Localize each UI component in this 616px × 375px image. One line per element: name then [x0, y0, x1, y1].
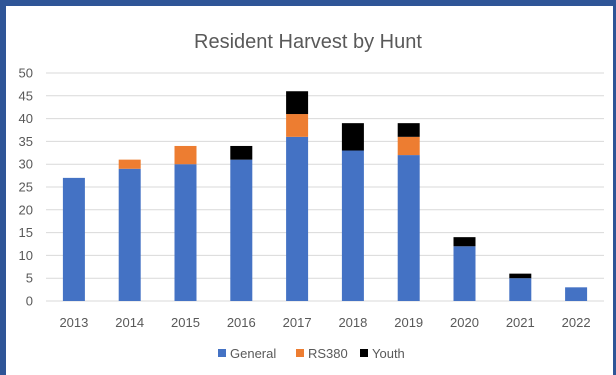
- x-tick-label: 2017: [283, 315, 312, 330]
- legend-label-general: General: [230, 346, 276, 361]
- x-tick-label: 2020: [450, 315, 479, 330]
- bar-youth-2018: [341, 123, 364, 151]
- bar-general-2021: [509, 278, 532, 301]
- legend-label-rs380: RS380: [308, 346, 348, 361]
- legend-swatch-youth: [360, 349, 368, 357]
- y-tick-label: 25: [19, 180, 33, 195]
- chart-title: Resident Harvest by Hunt: [194, 31, 422, 53]
- x-tick-label: 2014: [115, 315, 144, 330]
- y-tick-label: 0: [26, 294, 33, 309]
- x-tick-label: 2016: [227, 315, 256, 330]
- bar-youth-2020: [453, 237, 476, 247]
- bar-general-2019: [397, 155, 420, 301]
- x-tick-label: 2021: [506, 315, 535, 330]
- y-tick-label: 20: [19, 202, 33, 217]
- legend-label-youth: Youth: [372, 346, 405, 361]
- bar-general-2014: [118, 168, 141, 301]
- x-tick-label: 2013: [59, 315, 88, 330]
- bar-rs380-2015: [174, 145, 197, 165]
- bar-general-2018: [341, 150, 364, 301]
- x-tick-label: 2022: [562, 315, 591, 330]
- y-tick-label: 40: [19, 111, 33, 126]
- y-axis: 0 5 10 15 20 25 30 35 40 45 50: [19, 66, 33, 309]
- bar-general-2022: [565, 287, 588, 301]
- bar-youth-2019: [397, 123, 420, 137]
- legend: General RS380 Youth: [218, 346, 405, 361]
- bar-general-2016: [230, 159, 253, 301]
- y-tick-label: 5: [26, 271, 33, 286]
- bar-rs380-2019: [397, 136, 420, 156]
- y-tick-label: 30: [19, 157, 33, 172]
- bar-youth-2021: [509, 273, 532, 279]
- y-tick-label: 15: [19, 225, 33, 240]
- legend-swatch-general: [218, 349, 226, 357]
- bar-general-2017: [286, 136, 309, 301]
- bar-youth-2016: [230, 145, 253, 160]
- bars: [62, 91, 588, 301]
- bar-youth-2017: [286, 91, 309, 115]
- x-tick-label: 2018: [338, 315, 367, 330]
- x-axis: 2013 2014 2015 2016 2017 2018 2019 2020 2021 2022: [59, 315, 590, 330]
- bar-general-2013: [62, 177, 85, 301]
- bar-general-2020: [453, 246, 476, 301]
- x-tick-label: 2019: [394, 315, 423, 330]
- y-tick-label: 10: [19, 248, 33, 263]
- bar-general-2015: [174, 164, 197, 301]
- legend-swatch-rs380: [296, 349, 304, 357]
- x-tick-label: 2015: [171, 315, 200, 330]
- bar-rs380-2017: [286, 114, 309, 137]
- bar-rs380-2014: [118, 159, 141, 169]
- y-tick-label: 50: [19, 66, 33, 81]
- y-tick-label: 35: [19, 134, 33, 149]
- y-tick-label: 45: [19, 88, 33, 103]
